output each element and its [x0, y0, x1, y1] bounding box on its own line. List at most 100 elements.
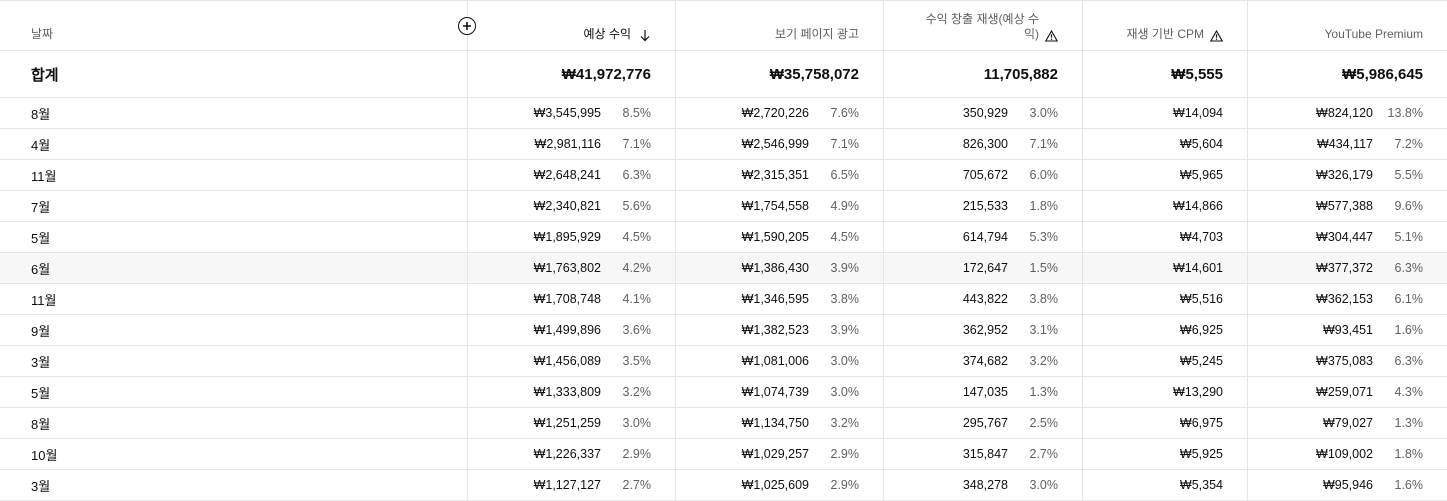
row-date: 4월	[0, 129, 468, 159]
table-row[interactable]: 9월 ₩1,499,896 3.6% ₩1,382,523 3.9% 362,952 3.1…	[0, 315, 1447, 346]
row-ads-cell: ₩1,386,430 3.9%	[676, 253, 884, 283]
total-playbacks: 11,705,882	[983, 65, 1058, 83]
row-premium-cell: ₩259,071 4.3%	[1248, 377, 1447, 407]
row-premium: ₩577,388	[1316, 199, 1373, 213]
row-playbacks-cell: 147,035 1.3%	[884, 377, 1083, 407]
row-revenue-pct: 7.1%	[622, 137, 652, 151]
row-cpm: ₩5,965	[1179, 168, 1223, 182]
table-row[interactable]: 3월 ₩1,127,127 2.7% ₩1,025,609 2.9% 348,278 3.0…	[0, 470, 1447, 501]
table-row[interactable]: 3월 ₩1,456,089 3.5% ₩1,081,006 3.0% 374,682 3.2…	[0, 346, 1447, 377]
row-revenue-cell: ₩1,895,929 4.5%	[468, 222, 676, 252]
warning-icon[interactable]	[1045, 30, 1058, 42]
table-row[interactable]: 8월 ₩1,251,259 3.0% ₩1,134,750 3.2% 295,767 2.5…	[0, 408, 1447, 439]
table-row[interactable]: 4월 ₩2,981,116 7.1% ₩2,546,999 7.1% 826,300 7.1…	[0, 129, 1447, 160]
row-date: 10월	[0, 439, 468, 469]
row-revenue-pct: 4.2%	[622, 261, 652, 275]
table-row[interactable]: 7월 ₩2,340,821 5.6% ₩1,754,558 4.9% 215,533 1.8…	[0, 191, 1447, 222]
warning-icon[interactable]	[1210, 30, 1223, 42]
row-cpm: ₩5,516	[1179, 292, 1223, 306]
table-row[interactable]: 6월 ₩1,763,802 4.2% ₩1,386,430 3.9% 172,647 1.5…	[0, 253, 1447, 284]
add-column-icon[interactable]	[458, 17, 476, 35]
row-cpm-cell: ₩5,245	[1083, 346, 1248, 376]
table-row[interactable]: 11월 ₩1,708,748 4.1% ₩1,346,595 3.8% 443,822 3.…	[0, 284, 1447, 315]
table-body: 8월 ₩3,545,995 8.5% ₩2,720,226 7.6% 350,929 3.0…	[0, 98, 1447, 501]
row-playbacks-pct: 7.1%	[1029, 137, 1059, 151]
row-ads: ₩2,720,226	[741, 106, 809, 120]
row-playbacks-pct: 3.2%	[1029, 354, 1059, 368]
header-date-label: 날짜	[31, 27, 54, 41]
row-revenue: ₩1,499,896	[533, 323, 601, 337]
row-revenue-pct: 8.5%	[622, 106, 652, 120]
row-revenue-cell: ₩1,763,802 4.2%	[468, 253, 676, 283]
row-revenue-pct: 5.6%	[622, 199, 652, 213]
row-premium: ₩109,002	[1316, 447, 1373, 461]
row-date: 8월	[0, 98, 468, 128]
row-premium-cell: ₩109,002 1.8%	[1248, 439, 1447, 469]
row-cpm-cell: ₩5,604	[1083, 129, 1248, 159]
row-playbacks-pct: 1.8%	[1029, 199, 1059, 213]
row-cpm-cell: ₩14,601	[1083, 253, 1248, 283]
row-premium-pct: 6.1%	[1394, 292, 1424, 306]
row-premium: ₩304,447	[1316, 230, 1373, 244]
header-monetized-playbacks[interactable]: 수익 창출 재생(예상 수 익)	[884, 1, 1083, 50]
row-premium-cell: ₩79,027 1.3%	[1248, 408, 1447, 438]
row-playbacks-pct: 5.3%	[1029, 230, 1059, 244]
row-ads-pct: 4.9%	[830, 199, 860, 213]
row-ads: ₩1,074,739	[741, 385, 809, 399]
row-ads: ₩2,315,351	[741, 168, 809, 182]
row-premium: ₩95,946	[1322, 478, 1373, 492]
row-cpm: ₩14,094	[1172, 106, 1223, 120]
row-ads-pct: 3.0%	[830, 354, 860, 368]
header-watch-page-ads[interactable]: 보기 페이지 광고	[676, 1, 884, 50]
row-revenue: ₩2,648,241	[533, 168, 601, 182]
row-revenue-cell: ₩1,251,259 3.0%	[468, 408, 676, 438]
row-playbacks: 705,672	[962, 168, 1008, 182]
row-playbacks-pct: 6.0%	[1029, 168, 1059, 182]
row-ads: ₩1,382,523	[741, 323, 809, 337]
row-revenue: ₩1,763,802	[533, 261, 601, 275]
row-ads-pct: 3.9%	[830, 261, 860, 275]
row-premium: ₩79,027	[1322, 416, 1373, 430]
row-playbacks: 374,682	[962, 354, 1008, 368]
row-playbacks-cell: 614,794 5.3%	[884, 222, 1083, 252]
row-playbacks: 315,847	[962, 447, 1008, 461]
row-ads: ₩1,346,595	[741, 292, 809, 306]
row-revenue: ₩1,251,259	[533, 416, 601, 430]
row-ads-cell: ₩2,315,351 6.5%	[676, 160, 884, 190]
header-youtube-premium[interactable]: YouTube Premium	[1248, 1, 1447, 50]
total-playbacks-cell: 11,705,882	[884, 51, 1083, 97]
row-premium-cell: ₩377,372 6.3%	[1248, 253, 1447, 283]
row-playbacks: 215,533	[962, 199, 1008, 213]
header-estimated-revenue-label: 예상 수익	[583, 27, 632, 41]
row-cpm-cell: ₩13,290	[1083, 377, 1248, 407]
row-playbacks: 147,035	[962, 385, 1008, 399]
row-premium-pct: 13.8%	[1387, 106, 1423, 120]
row-playbacks: 362,952	[962, 323, 1008, 337]
row-revenue-cell: ₩1,127,127 2.7%	[468, 470, 676, 500]
row-playbacks-cell: 350,929 3.0%	[884, 98, 1083, 128]
row-playbacks-pct: 3.0%	[1029, 478, 1059, 492]
row-playbacks-cell: 362,952 3.1%	[884, 315, 1083, 345]
table-row[interactable]: 8월 ₩3,545,995 8.5% ₩2,720,226 7.6% 350,929 3.0…	[0, 98, 1447, 129]
header-youtube-premium-label: YouTube Premium	[1324, 27, 1424, 41]
row-date: 8월	[0, 408, 468, 438]
header-estimated-revenue[interactable]: 예상 수익	[468, 1, 676, 50]
row-playbacks-pct: 3.8%	[1029, 292, 1059, 306]
row-revenue: ₩1,226,337	[533, 447, 601, 461]
row-playbacks: 826,300	[962, 137, 1008, 151]
table-row[interactable]: 11월 ₩2,648,241 6.3% ₩2,315,351 6.5% 705,672 6.…	[0, 160, 1447, 191]
header-playback-cpm[interactable]: 재생 기반 CPM	[1083, 1, 1248, 50]
total-premium: ₩5,986,645	[1342, 65, 1423, 83]
header-date-cell[interactable]: 날짜	[0, 1, 476, 50]
table-row[interactable]: 5월 ₩1,333,809 3.2% ₩1,074,739 3.0% 147,035 1.3…	[0, 377, 1447, 408]
table-row[interactable]: 10월 ₩1,226,337 2.9% ₩1,029,257 2.9% 315,847 2.…	[0, 439, 1447, 470]
row-premium-pct: 9.6%	[1394, 199, 1424, 213]
row-playbacks-cell: 295,767 2.5%	[884, 408, 1083, 438]
row-cpm: ₩5,604	[1179, 137, 1223, 151]
table-row[interactable]: 5월 ₩1,895,929 4.5% ₩1,590,205 4.5% 614,794 5.3…	[0, 222, 1447, 253]
row-ads-pct: 6.5%	[830, 168, 860, 182]
table-header-row: 날짜 예상 수익 보기 페이지 광고 수익 창출 재생(예상 수 익)	[0, 1, 1447, 51]
row-ads-cell: ₩1,346,595 3.8%	[676, 284, 884, 314]
row-ads-pct: 4.5%	[830, 230, 860, 244]
row-ads: ₩1,081,006	[741, 354, 809, 368]
